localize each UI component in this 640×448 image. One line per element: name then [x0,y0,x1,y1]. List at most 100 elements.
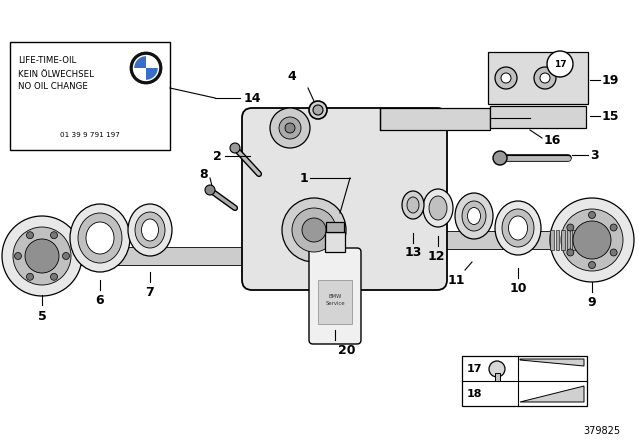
Text: 01 39 9 791 197: 01 39 9 791 197 [60,132,120,138]
Text: 7: 7 [146,286,154,299]
Text: 15: 15 [602,109,620,122]
Text: 379825: 379825 [583,426,620,436]
Polygon shape [380,108,490,130]
Polygon shape [520,359,584,366]
Ellipse shape [70,204,130,272]
Circle shape [547,51,573,77]
Circle shape [309,101,327,119]
Text: NO OIL CHANGE: NO OIL CHANGE [18,82,88,91]
Circle shape [610,224,617,231]
Text: 8: 8 [200,168,208,181]
Bar [556,230,559,250]
Text: 13: 13 [404,246,422,259]
Circle shape [26,273,33,280]
Text: KEIN ÖLWECHSEL: KEIN ÖLWECHSEL [18,70,94,79]
Bar [325,232,345,252]
Ellipse shape [423,189,453,227]
Circle shape [550,198,634,282]
Bar [577,230,581,250]
Text: BMW
Service: BMW Service [325,294,345,306]
Circle shape [51,232,58,239]
Circle shape [567,249,574,256]
Bar [572,230,575,250]
Text: 10: 10 [509,282,527,295]
Bar [589,230,592,250]
Text: 14: 14 [244,91,262,104]
Text: 17: 17 [554,60,566,69]
Circle shape [279,117,301,139]
Circle shape [292,208,336,252]
Text: 12: 12 [428,250,445,263]
Text: 20: 20 [338,344,355,357]
Bar [417,231,592,249]
Wedge shape [134,68,146,81]
Circle shape [26,232,33,239]
Text: 18: 18 [467,389,483,399]
Bar [495,373,499,381]
Ellipse shape [78,213,122,263]
Text: 17: 17 [467,364,483,374]
Ellipse shape [495,201,541,255]
Circle shape [573,221,611,259]
Text: 9: 9 [588,296,596,309]
Ellipse shape [135,212,165,248]
Circle shape [205,185,215,195]
Text: 16: 16 [544,134,561,146]
Ellipse shape [128,204,172,256]
Circle shape [561,209,623,271]
FancyBboxPatch shape [309,248,361,344]
Circle shape [493,151,507,165]
Wedge shape [146,68,159,81]
Wedge shape [134,56,146,68]
Circle shape [589,262,595,268]
Ellipse shape [502,209,534,247]
Circle shape [610,249,617,256]
Ellipse shape [86,222,114,254]
Circle shape [2,216,82,296]
Circle shape [63,253,70,259]
Text: 11: 11 [447,274,465,287]
Text: 5: 5 [38,310,46,323]
Text: 4: 4 [287,69,296,82]
Circle shape [51,273,58,280]
Bar [318,280,352,324]
FancyBboxPatch shape [242,108,447,290]
Ellipse shape [407,197,419,213]
Circle shape [540,73,550,83]
Circle shape [25,239,59,273]
Bar [583,230,586,250]
Polygon shape [520,386,584,402]
Ellipse shape [141,219,159,241]
Circle shape [302,218,326,242]
Ellipse shape [455,193,493,239]
Bar [594,230,598,250]
Circle shape [567,224,574,231]
Text: 2: 2 [213,150,222,163]
Circle shape [15,253,22,259]
Bar [550,230,554,250]
Bar [59,247,272,265]
Bar [10,42,170,150]
Circle shape [270,108,310,148]
Ellipse shape [402,191,424,219]
Circle shape [230,143,240,153]
Circle shape [534,67,556,89]
Circle shape [501,73,511,83]
Circle shape [489,361,505,377]
Text: 1: 1 [300,172,308,185]
Text: 19: 19 [602,73,620,86]
Wedge shape [146,56,159,68]
Bar [488,52,588,104]
Bar [462,356,587,406]
Bar [566,230,570,250]
Text: 3: 3 [590,148,598,161]
Bar [326,222,344,232]
Circle shape [13,227,71,285]
Text: 6: 6 [96,294,104,307]
Circle shape [589,211,595,219]
Circle shape [131,53,161,83]
Ellipse shape [509,216,527,240]
Circle shape [313,105,323,115]
Bar [490,106,586,128]
Ellipse shape [462,201,486,231]
